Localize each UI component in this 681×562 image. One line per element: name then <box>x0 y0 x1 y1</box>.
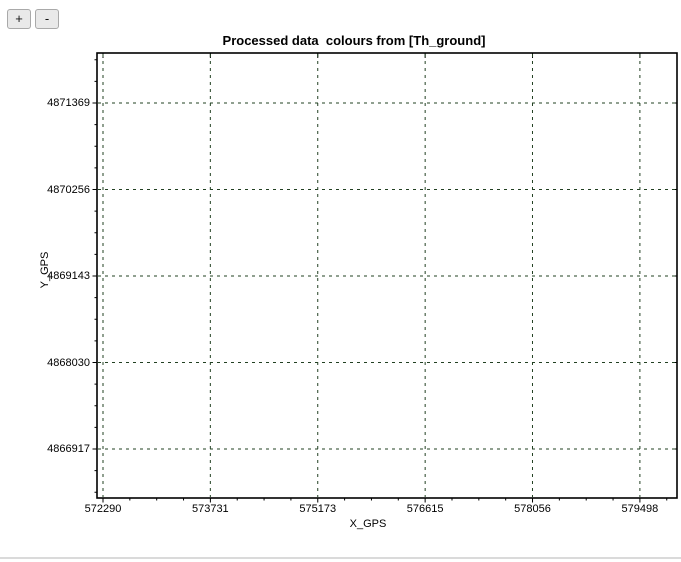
y-axis-title: Y_GPS <box>39 251 51 289</box>
y-tick-label: 4870256 <box>47 183 90 196</box>
y-tick-label: 4868030 <box>47 356 90 369</box>
x-tick-label: 575173 <box>299 503 337 515</box>
x-tick-label: 576615 <box>406 503 444 515</box>
y-tick-label: 4871369 <box>47 97 90 109</box>
x-axis-title: X_GPS <box>349 518 387 530</box>
bottom-divider <box>0 557 681 559</box>
zoom-out-button[interactable]: - <box>35 9 59 29</box>
chart-title: Processed data colours from [Th_ground] <box>222 33 486 48</box>
x-tick-label: 579498 <box>621 503 659 515</box>
y-tick-label: 4869143 <box>47 270 90 282</box>
zoom-in-button[interactable]: + <box>7 9 31 29</box>
y-tick-label: 4866917 <box>47 443 90 455</box>
x-tick-label: 573731 <box>191 503 229 515</box>
x-tick-label: 578056 <box>514 503 551 515</box>
x-tick-label: 572290 <box>84 503 122 515</box>
